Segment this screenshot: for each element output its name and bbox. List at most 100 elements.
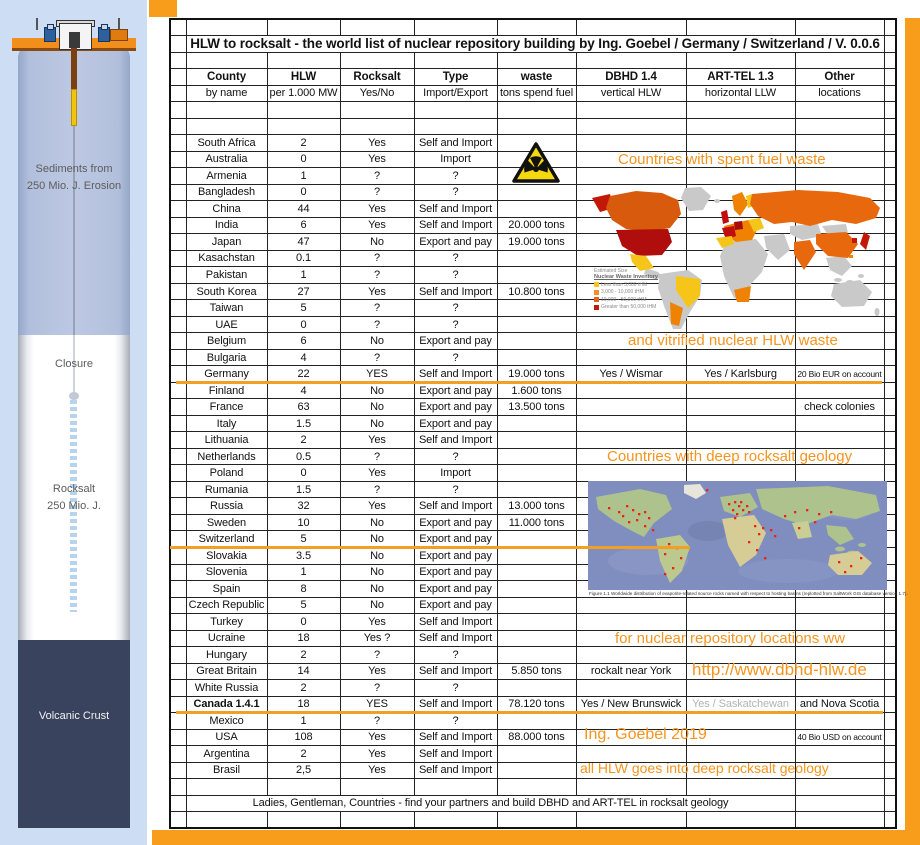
table-row: Brasil 2,5 Yes Self and Import xyxy=(169,761,897,780)
table-row: South Korea 27 Yes Self and Import 10.80… xyxy=(169,282,897,301)
arttel-cell xyxy=(685,679,796,697)
country-cell: Great Britain xyxy=(185,662,268,681)
type-cell: Self and Import xyxy=(413,497,498,515)
rocksalt-cell: Yes xyxy=(339,150,415,169)
table-row xyxy=(169,18,897,37)
waste-cell xyxy=(496,745,577,763)
rocksalt-cell: Yes xyxy=(339,200,415,218)
grid-cell xyxy=(169,580,187,598)
decorative-element xyxy=(852,238,857,243)
grid-cell xyxy=(339,51,415,70)
arttel-cell xyxy=(685,464,796,482)
decorative-element xyxy=(628,521,631,524)
other-cell xyxy=(794,679,885,697)
grid-cell xyxy=(266,117,341,136)
borehole-pipe xyxy=(73,126,75,335)
grid-cell xyxy=(266,18,341,37)
hlw-cell: 5 xyxy=(266,596,341,615)
hlw-cell: 0 xyxy=(266,150,341,169)
waste-cell xyxy=(496,266,577,284)
volcanic-crust-label: Volcanic Crust xyxy=(38,710,110,722)
grid-cell xyxy=(339,811,415,829)
decorative-element xyxy=(728,503,731,506)
waste-cell xyxy=(496,679,577,697)
country-cell: India xyxy=(185,216,268,235)
subheader-dbhd: vertical HLW xyxy=(575,84,687,103)
grid-cell xyxy=(169,447,187,466)
grid-cell xyxy=(496,778,577,796)
decorative-element xyxy=(790,224,822,240)
type-cell: Self and Import xyxy=(413,365,498,383)
rocksalt-cell: Yes xyxy=(339,728,415,747)
country-cell: Canada 1.4.1 xyxy=(185,695,268,714)
dbhd-hlw-url[interactable]: http://www.dbhd-hlw.de xyxy=(692,660,867,679)
grid-cell xyxy=(685,51,796,70)
country-cell: Czech Republic xyxy=(185,596,268,615)
decorative-element xyxy=(648,517,651,520)
other-cell: 40 Bio USD on account xyxy=(794,728,885,747)
grid-cell xyxy=(185,101,268,119)
dbhd-cell: rockalt near York xyxy=(575,662,687,681)
decorative-element xyxy=(644,511,647,514)
hlw-cell: 0 xyxy=(266,315,341,334)
legend-label: 10,000 - 50,000 tHM xyxy=(601,296,647,303)
hlw-cell: 2 xyxy=(266,431,341,449)
type-cell: Self and Import xyxy=(413,761,498,780)
decorative-element xyxy=(524,160,536,173)
type-cell: Export and pay xyxy=(413,398,498,416)
other-cell: 20 Bio EUR on account xyxy=(794,365,885,383)
grid-cell xyxy=(794,811,885,829)
borehole-casing-upper xyxy=(71,48,77,89)
rocksalt-cell: No xyxy=(339,580,415,598)
grid-cell xyxy=(575,778,687,796)
country-cell: France xyxy=(185,398,268,416)
grid-cell xyxy=(794,101,885,119)
legend-swatch xyxy=(594,297,599,303)
grid-cell xyxy=(883,101,897,119)
decorative-element xyxy=(860,232,870,250)
grid-cell xyxy=(169,778,187,796)
grid-cell xyxy=(169,35,187,53)
country-cell: Hungary xyxy=(185,646,268,664)
hlw-cell: 32 xyxy=(266,497,341,515)
legend-swatch xyxy=(594,289,599,295)
grid-cell xyxy=(883,794,897,813)
grid-cell xyxy=(685,778,796,796)
grid-cell xyxy=(575,51,687,70)
grid-cell xyxy=(339,18,415,37)
decorative-element xyxy=(632,509,635,512)
arttel-cell xyxy=(685,167,796,185)
type-cell: Self and Import xyxy=(413,613,498,631)
grid-cell xyxy=(169,761,187,780)
country-cell: Brasil xyxy=(185,761,268,780)
grid-cell xyxy=(413,101,498,119)
rocksalt-cell: No xyxy=(339,233,415,251)
waste-cell xyxy=(496,580,577,598)
mast-icon xyxy=(36,18,38,30)
waste-cell xyxy=(496,332,577,350)
waste-cell: 11.000 tons xyxy=(496,513,577,532)
grid-cell xyxy=(883,596,897,615)
table-row: Turkey 0 Yes Self and Import xyxy=(169,613,897,631)
grid-cell xyxy=(169,18,187,37)
table-row: Lithuania 2 Yes Self and Import xyxy=(169,431,897,449)
grid-cell xyxy=(575,18,687,37)
grid-cell xyxy=(169,150,187,169)
grid-cell xyxy=(883,712,897,730)
hlw-cell: 5 xyxy=(266,299,341,317)
grid-cell xyxy=(169,745,187,763)
type-cell: ? xyxy=(413,266,498,284)
grid-cell xyxy=(883,35,897,53)
grid-cell xyxy=(185,811,268,829)
legend-item: 10,000 - 50,000 tHM xyxy=(594,297,674,303)
grid-cell xyxy=(169,662,187,681)
grid-cell xyxy=(169,464,187,482)
decorative-element xyxy=(592,187,880,329)
borehole-diagram: Sediments from 250 Mio. J. Erosion Closu… xyxy=(0,0,147,845)
decorative-element xyxy=(670,302,683,326)
decorative-element xyxy=(830,511,833,514)
grid-cell xyxy=(169,596,187,615)
dbhd-cell xyxy=(575,613,687,631)
rocksalt-cell: No xyxy=(339,513,415,532)
rocksalt-cell: No xyxy=(339,547,415,565)
